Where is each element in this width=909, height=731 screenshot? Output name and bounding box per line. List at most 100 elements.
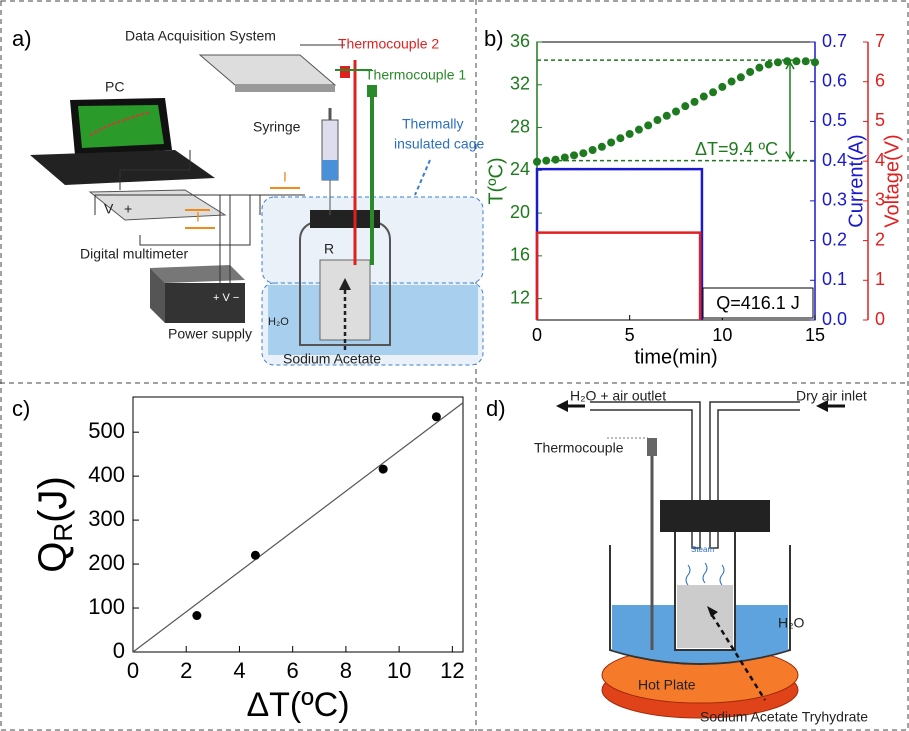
y-tick-label: 36 <box>510 31 530 51</box>
data-point <box>251 551 260 560</box>
y-tick-label: 400 <box>88 462 125 487</box>
plot-frame <box>133 397 463 652</box>
y-tick-label: 0.1 <box>822 269 847 289</box>
data-point <box>802 57 810 65</box>
label: PC <box>105 79 124 95</box>
series-line <box>537 169 702 320</box>
label: + <box>124 201 132 217</box>
axis-label: QR(J) <box>31 476 78 573</box>
y-tick-label: 12 <box>510 287 530 307</box>
data-point <box>552 156 560 164</box>
y-tick-label: 0 <box>113 638 125 663</box>
y-tick-label: 5 <box>875 110 885 130</box>
data-point <box>598 143 606 151</box>
axis-label: ΔT(ºC) <box>246 686 349 724</box>
y-tick-label: 6 <box>875 70 885 90</box>
label: Power supply <box>168 326 252 342</box>
y-tick-label: 1 <box>875 269 885 289</box>
x-tick-label: 6 <box>287 658 299 683</box>
y-tick-label: 28 <box>510 116 530 136</box>
y-tick-label: 24 <box>510 159 530 179</box>
annotation: Q=416.1 J <box>716 293 800 313</box>
data-point <box>737 73 745 81</box>
label: Sodium Acetate Tryhydrate <box>700 709 868 725</box>
axis-label-part: Q <box>31 542 75 573</box>
label: V <box>104 201 114 217</box>
label: + V − <box>213 292 239 304</box>
label: Thermocouple <box>534 440 624 456</box>
data-point <box>681 102 689 110</box>
label: Data Acquisition System <box>125 28 276 44</box>
label: Sodium Acetate <box>283 351 381 367</box>
y-tick-label: 20 <box>510 202 530 222</box>
data-point <box>691 98 699 106</box>
x-tick-label: 0 <box>532 325 542 345</box>
label: H₂O <box>268 316 289 328</box>
x-tick-label: 10 <box>387 658 411 683</box>
x-tick-label: 0 <box>127 658 139 683</box>
y-tick-label: 0.4 <box>822 150 847 170</box>
panel-label: b) <box>484 26 504 51</box>
label: H₂O <box>778 615 805 631</box>
x-tick-label: 12 <box>440 658 464 683</box>
data-point <box>774 58 782 66</box>
data-point <box>672 108 680 116</box>
x-tick-label: 8 <box>340 658 352 683</box>
y-tick-label: 0 <box>875 309 885 329</box>
data-point <box>626 130 634 138</box>
data-point <box>533 158 541 166</box>
fit-line <box>133 403 463 652</box>
data-point <box>589 146 597 154</box>
axis-label: time(min) <box>634 346 717 368</box>
data-point <box>792 57 800 65</box>
y-tick-label: 500 <box>88 418 125 443</box>
data-point <box>607 139 615 147</box>
series-line <box>537 233 700 320</box>
label: I <box>283 169 287 185</box>
panel-label: a) <box>12 26 32 51</box>
data-point <box>644 121 652 129</box>
label: Thermally <box>402 116 463 132</box>
data-point <box>570 151 578 159</box>
label: Thermocouple 1 <box>365 67 466 83</box>
figure: Data Acquisition System Thermocouple 2 T… <box>0 0 909 731</box>
data-point <box>561 153 569 161</box>
x-tick-label: 4 <box>233 658 245 683</box>
panel-label: c) <box>12 396 30 421</box>
label: Hot Plate <box>638 677 696 693</box>
label: Steam <box>691 545 714 554</box>
data-point <box>653 116 661 124</box>
x-tick-label: 2 <box>180 658 192 683</box>
label: Dry air inlet <box>796 388 867 404</box>
label: I <box>196 209 200 225</box>
data-point <box>765 60 773 68</box>
data-point <box>755 64 763 72</box>
axis-label: T(ºC) <box>485 157 507 204</box>
y-tick-label: 7 <box>875 31 885 51</box>
axis-label-part: R <box>48 523 78 542</box>
y-tick-label: 0.0 <box>822 309 847 329</box>
data-point <box>709 88 717 96</box>
y-tick-label: 0.5 <box>822 110 847 130</box>
y-tick-label: 32 <box>510 74 530 94</box>
data-point <box>718 83 726 91</box>
y-tick-label: 100 <box>88 594 125 619</box>
data-point <box>542 157 550 165</box>
x-tick-label: 15 <box>805 325 825 345</box>
data-point <box>579 149 587 157</box>
plot-frame <box>537 42 815 320</box>
y-tick-label: 0.6 <box>822 70 847 90</box>
data-point <box>432 412 441 421</box>
label: Digital multimeter <box>80 246 188 262</box>
annotation: ΔT=9.4 ºC <box>695 139 778 159</box>
y-tick-label: 16 <box>510 245 530 265</box>
y-tick-label: 0.3 <box>822 190 847 210</box>
data-point <box>811 58 819 66</box>
data-point <box>635 126 643 134</box>
axis-label: Current(A) <box>845 134 867 227</box>
diagram-a <box>30 45 483 365</box>
label: H₂O + air outlet <box>570 388 666 404</box>
y-tick-label: 0.7 <box>822 31 847 51</box>
data-point <box>192 611 201 620</box>
x-tick-label: 5 <box>625 325 635 345</box>
